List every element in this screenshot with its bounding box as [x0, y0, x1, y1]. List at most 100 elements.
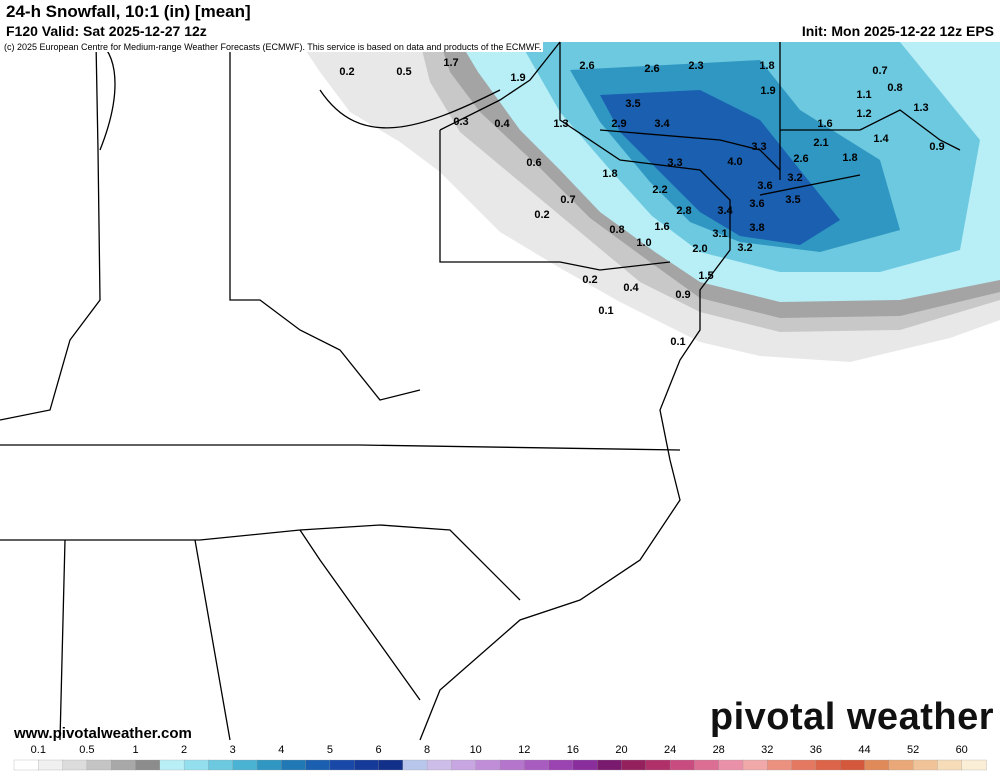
colorbar-swatch	[499, 759, 525, 771]
coastline	[859, 109, 961, 151]
snow-label: 3.5	[625, 98, 640, 110]
state-line	[439, 41, 561, 131]
colorbar-tick-label: 52	[907, 744, 919, 756]
snow-label: 0.2	[582, 274, 597, 286]
snow-label: 1.5	[698, 270, 713, 282]
colorbar-tick-label: 12	[518, 744, 530, 756]
colorbar-swatch	[548, 759, 574, 771]
snow-label: 0.4	[494, 118, 510, 130]
colorbar-swatch	[694, 759, 720, 771]
snow-label: 1.0	[636, 237, 651, 249]
snow-label: 4.0	[727, 156, 742, 168]
state-line	[779, 42, 860, 180]
colorbar-swatch	[451, 759, 477, 771]
colorbar-tick-label: 0.1	[31, 744, 46, 756]
colorbar-swatch	[961, 759, 987, 771]
snow-label: 0.2	[339, 66, 354, 78]
colorbar-swatch	[305, 759, 331, 771]
state-line	[439, 130, 671, 271]
colorbar-swatch	[621, 759, 647, 771]
snow-label: 1.6	[654, 221, 669, 233]
colorbar-swatch	[597, 759, 623, 771]
snow-label: 3.6	[757, 180, 772, 192]
snow-label: 0.7	[872, 65, 887, 77]
colorbar-swatch	[888, 759, 914, 771]
website: www.pivotalweather.com	[14, 725, 192, 742]
snow-label: 1.9	[510, 72, 525, 84]
snow-label: 1.7	[443, 57, 458, 69]
colorbar-tick-label: 1	[132, 744, 138, 756]
snow-label: 1.4	[873, 133, 889, 145]
colorbar-tick-label: 20	[615, 744, 627, 756]
snowfall-shading	[300, 42, 1000, 362]
colorbar-tick-label: 36	[810, 744, 822, 756]
colorbar-swatch	[159, 759, 185, 771]
snow-label: 1.8	[759, 60, 774, 72]
colorbar-swatch	[937, 759, 963, 771]
snow-label: 0.1	[670, 336, 685, 348]
state-line	[229, 42, 421, 401]
snow-label: 1.1	[856, 89, 871, 101]
brand: pivotal weather	[709, 696, 994, 738]
snow-label: 2.6	[644, 63, 659, 75]
colorbar-tick-label: 2	[181, 744, 187, 756]
copyright: (c) 2025 European Centre for Medium-rang…	[2, 42, 544, 52]
colorbar-tick-label: 28	[713, 744, 725, 756]
snow-label: 3.4	[717, 205, 733, 217]
map-title: 24-h Snowfall, 10:1 (in) [mean]	[6, 2, 251, 21]
snow-label: 0.4	[623, 282, 639, 294]
state-line	[599, 129, 781, 171]
coastline	[419, 42, 731, 741]
colorbar-swatch	[256, 759, 282, 771]
state-line	[59, 529, 421, 741]
snow-label: 2.0	[692, 243, 707, 255]
colorbar-swatch	[645, 759, 671, 771]
colorbar-tick-label: 8	[424, 744, 430, 756]
colorbar-swatch	[402, 759, 428, 771]
colorbar-swatch	[426, 759, 453, 771]
colorbar-swatch	[718, 759, 744, 771]
colorbar-swatch	[572, 759, 598, 771]
snow-label: 1.2	[856, 108, 871, 120]
colorbar-tick-label: 3	[230, 744, 236, 756]
shade-35	[600, 90, 840, 245]
colorbar-tick-label: 10	[470, 744, 482, 756]
colorbar-swatch	[38, 759, 64, 771]
colorbar-swatch	[475, 759, 501, 771]
colorbar-swatch	[815, 759, 841, 771]
snow-label: 2.3	[688, 60, 703, 72]
colorbar-tick-label: 32	[761, 744, 773, 756]
colorbar-swatch	[62, 759, 88, 771]
colorbar-swatch	[912, 759, 939, 771]
valid-time: F120 Valid: Sat 2025-12-27 12z	[6, 23, 207, 39]
snow-label: 2.2	[652, 184, 667, 196]
state-line	[0, 444, 681, 451]
colorbar-swatch	[767, 759, 793, 771]
colorbar-swatch	[378, 759, 404, 771]
snow-label: 0.7	[560, 194, 575, 206]
snow-label: 2.1	[813, 137, 828, 149]
snow-label: 3.8	[749, 222, 764, 234]
colorbar-tick-label: 44	[858, 744, 870, 756]
colorbar: 0.1 0.5 1 2 3 4 5 6 8 10 12 16 20 24 28 32 36 44 52 60	[0, 742, 1000, 772]
colorbar-swatch	[329, 759, 355, 771]
colorbar-swatch	[864, 759, 890, 771]
colorbar-swatch	[742, 759, 768, 771]
snow-label: 3.5	[785, 194, 800, 206]
colorbar-tick-label: 24	[664, 744, 676, 756]
snow-label: 1.6	[817, 118, 832, 130]
colorbar-swatch	[232, 759, 258, 771]
colorbar-tick-label: 0.5	[79, 744, 94, 756]
snow-label: 3.3	[751, 141, 766, 153]
map: 1.7 0.2 0.5 1.9 2.6 2.6 2.3 1.8 0.7 1.9 1.1 0.8 1.3 3…	[0, 41, 1000, 741]
snow-label: 0.1	[598, 305, 613, 317]
colorbar-swatch	[111, 759, 137, 771]
colorbar-tick-label: 5	[327, 744, 333, 756]
snow-label: 2.6	[579, 60, 594, 72]
state-line	[0, 41, 101, 421]
snow-label: 0.2	[534, 209, 549, 221]
snow-label: 0.9	[675, 289, 690, 301]
snow-label: 0.8	[609, 224, 624, 236]
colorbar-tick-label: 4	[278, 744, 284, 756]
colorbar-tick-label: 60	[956, 744, 968, 756]
